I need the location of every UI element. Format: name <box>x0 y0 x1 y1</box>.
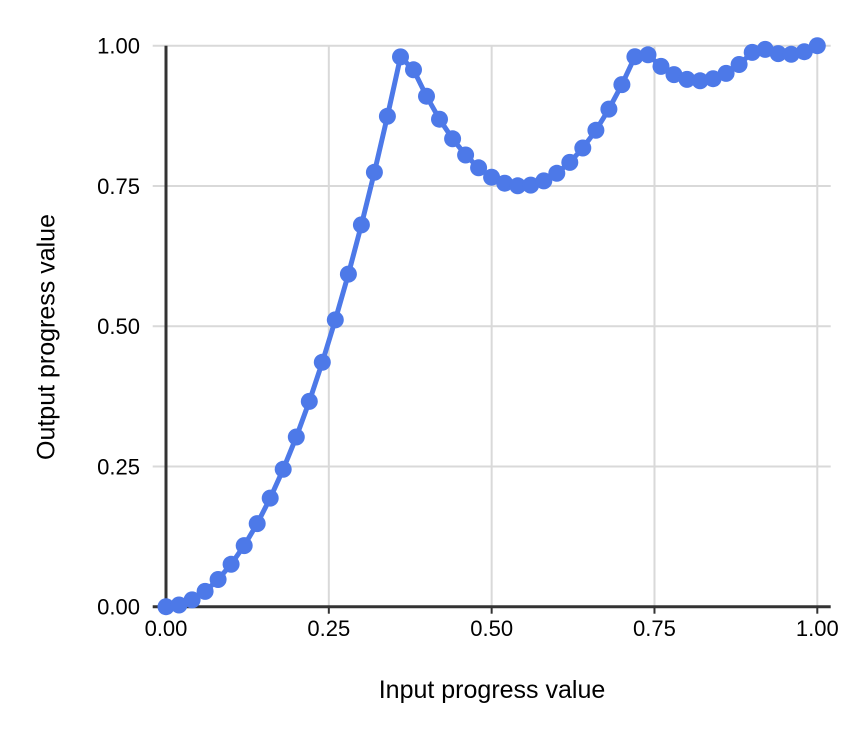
data-point <box>209 571 227 588</box>
data-point <box>587 121 605 139</box>
data-point <box>613 76 631 94</box>
data-point <box>300 392 318 410</box>
data-point <box>274 460 292 478</box>
axis-lines <box>152 45 831 614</box>
data-point <box>157 598 175 616</box>
data-point <box>626 48 644 66</box>
data-point <box>431 110 448 128</box>
data-point <box>496 174 514 192</box>
data-point <box>652 57 670 75</box>
data-point <box>639 46 657 64</box>
data-point <box>574 139 592 157</box>
data-point <box>665 66 683 84</box>
data-point <box>248 515 266 533</box>
data-point <box>235 537 253 555</box>
data-point <box>548 164 566 182</box>
x-tick-label: 1.00 <box>796 616 839 641</box>
data-point <box>457 146 475 164</box>
x-tick-label: 0.00 <box>145 616 188 641</box>
data-point <box>352 216 370 234</box>
data-point <box>717 64 735 82</box>
data-point <box>704 70 722 88</box>
data-point <box>287 428 305 446</box>
data-point <box>261 489 279 507</box>
data-point <box>183 591 201 609</box>
data-point <box>808 37 826 55</box>
data-point <box>600 100 618 118</box>
y-tick-label: 0.75 <box>97 174 140 199</box>
data-point <box>769 45 787 63</box>
data-point <box>392 48 409 66</box>
data-point <box>730 56 748 73</box>
y-axis-title: Output progress value <box>32 214 61 460</box>
y-tick-label: 1.00 <box>97 34 140 59</box>
x-tick-label: 0.25 <box>307 616 350 641</box>
x-tick-label: 0.75 <box>633 616 676 641</box>
x-axis-title: Input progress value <box>378 676 606 704</box>
data-point <box>795 43 813 61</box>
data-point <box>196 582 214 600</box>
data-point <box>405 61 422 79</box>
data-point <box>313 353 331 371</box>
y-tick-label: 0.00 <box>97 595 140 620</box>
data-point <box>326 311 344 329</box>
data-point <box>483 168 501 186</box>
data-point <box>535 172 553 190</box>
data-point <box>782 45 800 63</box>
data-point <box>509 177 527 195</box>
data-point <box>756 40 774 58</box>
data-point <box>418 87 435 105</box>
y-tick-label: 0.50 <box>97 314 140 339</box>
data-point <box>170 596 188 614</box>
data-point <box>470 159 488 177</box>
y-tick-label: 0.25 <box>97 454 140 479</box>
data-point <box>339 265 357 283</box>
data-point <box>678 70 696 88</box>
data-point <box>522 176 540 194</box>
data-point <box>222 555 240 573</box>
data-point <box>378 107 396 125</box>
data-point <box>561 153 579 171</box>
gridlines <box>152 44 831 607</box>
data-point <box>365 163 383 181</box>
tick-labels: 0.00 0.25 0.50 0.75 1.00 0.00 0.25 0.50 0.75 1.00 <box>97 34 839 641</box>
data-point <box>743 43 761 61</box>
series-easeoutbounce <box>157 37 826 616</box>
data-point <box>444 130 462 148</box>
x-tick-label: 0.50 <box>470 616 513 641</box>
data-point <box>691 72 709 90</box>
